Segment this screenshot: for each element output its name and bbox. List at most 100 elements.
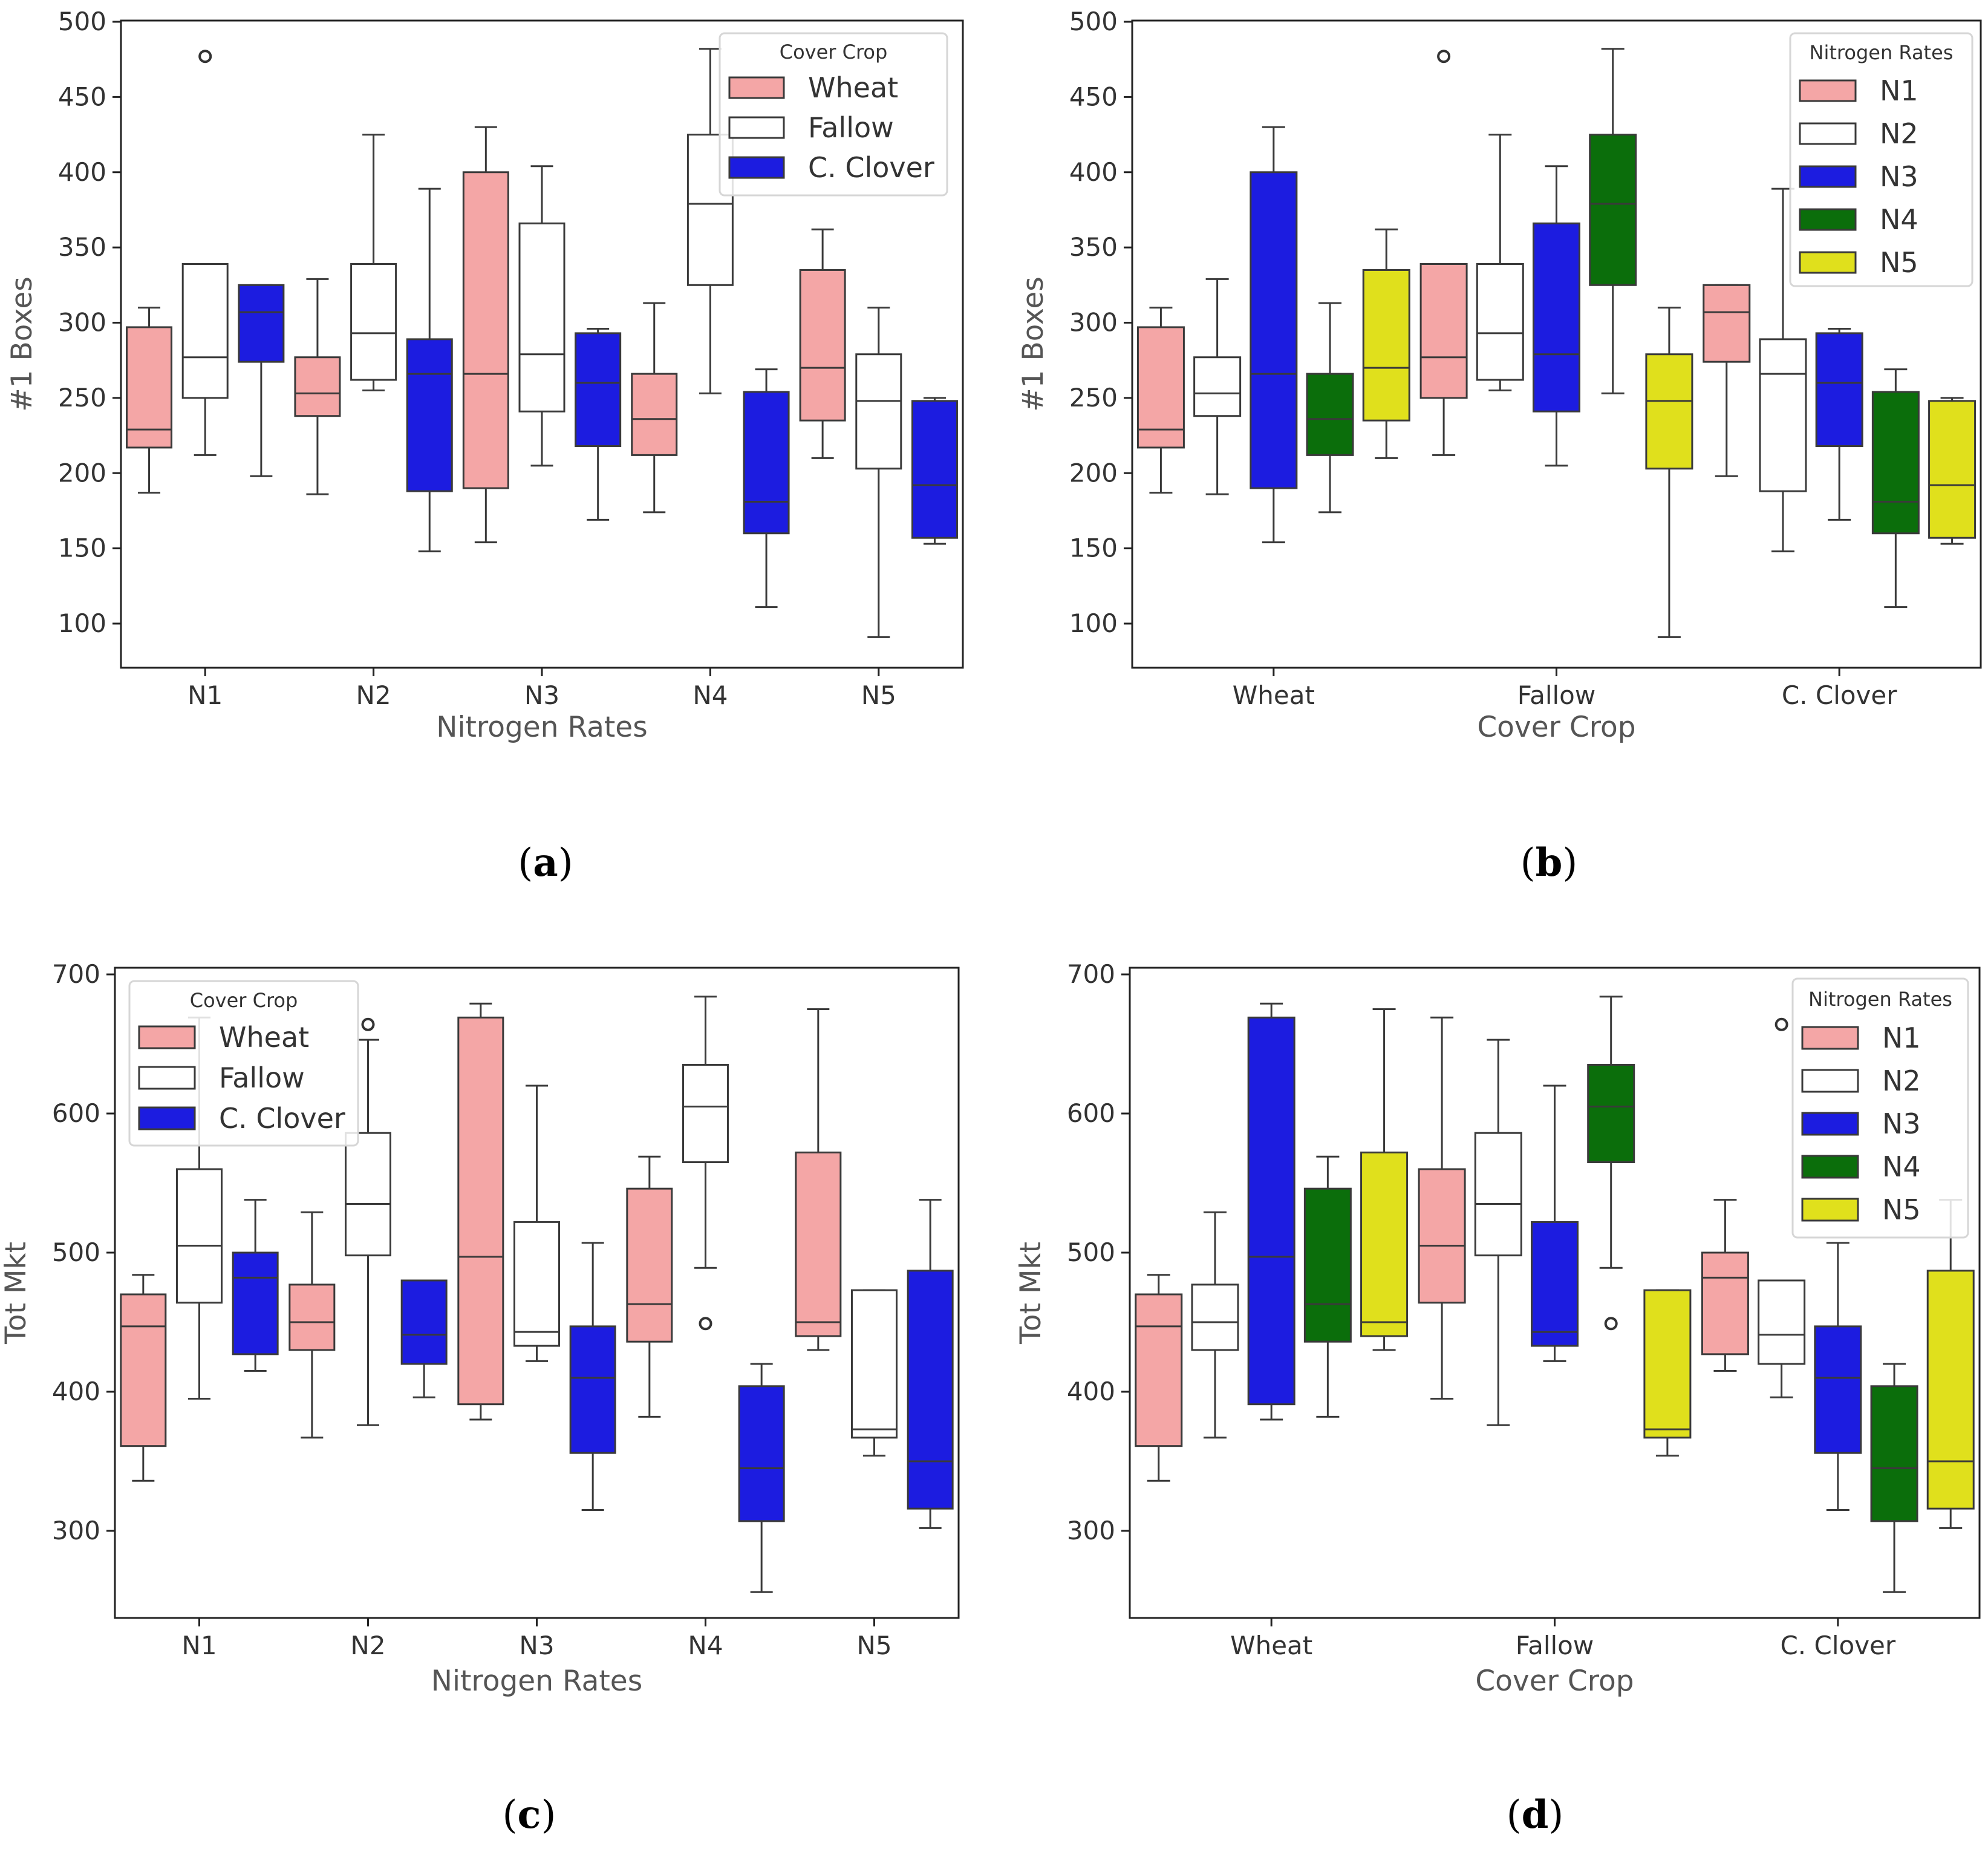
x-axis-label: Nitrogen Rates: [436, 711, 647, 744]
box-iqr: [1531, 1221, 1579, 1347]
x-axis-label: Nitrogen Rates: [431, 1665, 642, 1698]
box-iqr: [1587, 1064, 1635, 1163]
legend: Cover Crop Wheat Fallow C. Clover: [719, 32, 948, 197]
box-iqr: [457, 1016, 504, 1406]
x-tick-label: Wheat: [1233, 680, 1315, 710]
panel-caption: (a): [518, 840, 573, 885]
series-wheat: [126, 126, 846, 544]
x-tick-label: N3: [519, 1631, 554, 1660]
legend-swatch: [1801, 1198, 1859, 1222]
box-plot: [1645, 307, 1693, 638]
series-n4: [1306, 48, 1920, 608]
legend-label: Fallow: [219, 1061, 305, 1094]
y-tick-label: 100: [1069, 608, 1118, 638]
box-plot: [232, 1199, 279, 1372]
legend-swatch: [1799, 122, 1857, 145]
y-tick-label: 350: [58, 232, 106, 262]
box-iqr: [400, 1279, 448, 1365]
x-tick-label: N3: [524, 680, 559, 710]
box-iqr: [575, 332, 622, 447]
box-plot: [406, 188, 453, 553]
legend-swatch: [138, 1066, 196, 1090]
y-tick-label: 500: [52, 1238, 100, 1267]
y-axis-label: Tot Mkt: [0, 1242, 33, 1345]
box-iqr: [682, 1064, 729, 1163]
legend-title: Nitrogen Rates: [1810, 41, 1954, 64]
box-iqr: [1193, 356, 1242, 417]
box-iqr: [799, 269, 846, 422]
box-plot: [1643, 1289, 1692, 1457]
box-iqr: [181, 263, 229, 399]
box-plot: [1360, 1008, 1409, 1351]
box-plot: [288, 1211, 336, 1439]
series-n4: [1303, 996, 1918, 1593]
x-tick-label: Fallow: [1517, 680, 1595, 710]
box-plot: [575, 327, 622, 521]
box-iqr: [1758, 1279, 1806, 1365]
series-c-clover: [238, 188, 958, 608]
box-plot: [1926, 1199, 1975, 1529]
box-plot: [1589, 48, 1637, 394]
box-plot: [1533, 165, 1580, 467]
box-iqr: [1533, 222, 1580, 413]
panel-caption: (c): [503, 1792, 556, 1838]
box-plot: [1418, 1016, 1466, 1400]
y-tick-label: 300: [1069, 308, 1118, 338]
box-plot: [1193, 278, 1242, 495]
box-iqr: [232, 1251, 279, 1355]
box-iqr: [1476, 263, 1524, 381]
legend-title: Nitrogen Rates: [1808, 988, 1952, 1011]
box-plot: [1759, 188, 1807, 553]
box-iqr: [518, 222, 565, 413]
box-plot: [799, 228, 846, 459]
box-iqr: [513, 1221, 560, 1347]
box-plot: [1871, 368, 1920, 608]
box-iqr: [795, 1151, 842, 1337]
legend: Nitrogen Rates N1 N2 N3 N4 N5: [1791, 977, 1969, 1239]
legend-label: N4: [1882, 1150, 1921, 1183]
legend-swatch: [1801, 1112, 1859, 1136]
legend-label: Fallow: [808, 111, 894, 144]
legend-label: N1: [1880, 74, 1918, 107]
outlier-point: [699, 1317, 712, 1331]
legend-label: Wheat: [219, 1021, 309, 1054]
y-tick-label: 300: [1067, 1516, 1115, 1545]
y-tick-label: 450: [1069, 82, 1118, 111]
legend-label: Wheat: [808, 71, 898, 104]
legend-label: C. Clover: [808, 151, 934, 184]
legend-swatch: [1801, 1155, 1859, 1179]
y-tick-label: 600: [1067, 1098, 1115, 1128]
box-iqr: [1136, 326, 1185, 449]
y-tick-label: 400: [1069, 157, 1118, 187]
legend: Cover Crop Wheat Fallow C. Clover: [128, 980, 359, 1147]
box-plot: [631, 302, 678, 514]
box-iqr: [120, 1293, 167, 1447]
box-plot: [345, 1017, 391, 1426]
x-tick-label: N4: [688, 1631, 723, 1660]
legend-swatch: [138, 1106, 196, 1130]
legend-swatch: [1799, 165, 1857, 188]
legend-label: N2: [1880, 117, 1918, 150]
box-plot: [743, 368, 790, 608]
chart-panel-c: 300 400 500 600 700 N1 N2 N3 N4 N5 Nitrogen Rates T…: [0, 959, 960, 1838]
box-iqr: [911, 400, 958, 539]
y-tick-label: 600: [52, 1098, 100, 1128]
chart-panel-a: 100 150 200 250 300 350 400 450 500 N1 N2 N3 N4 N5 Nit…: [5, 7, 964, 885]
x-axis-label: Cover Crop: [1475, 1665, 1634, 1698]
legend-swatch: [1799, 79, 1857, 102]
legend-swatch: [728, 76, 785, 99]
box-iqr: [1306, 373, 1354, 456]
x-tick-label: Wheat: [1230, 1631, 1312, 1660]
box-iqr: [1815, 332, 1863, 447]
box-iqr: [1247, 1016, 1295, 1406]
box-plot: [1136, 307, 1185, 494]
box-iqr: [855, 353, 902, 470]
y-tick-label: 300: [52, 1516, 100, 1545]
box-iqr: [1589, 134, 1637, 286]
box-iqr: [406, 338, 453, 492]
box-iqr: [1701, 1251, 1749, 1355]
box-plot: [513, 1084, 560, 1362]
series-n5: [1360, 1008, 1975, 1529]
box-plot: [400, 1279, 448, 1398]
box-plot: [462, 126, 509, 544]
